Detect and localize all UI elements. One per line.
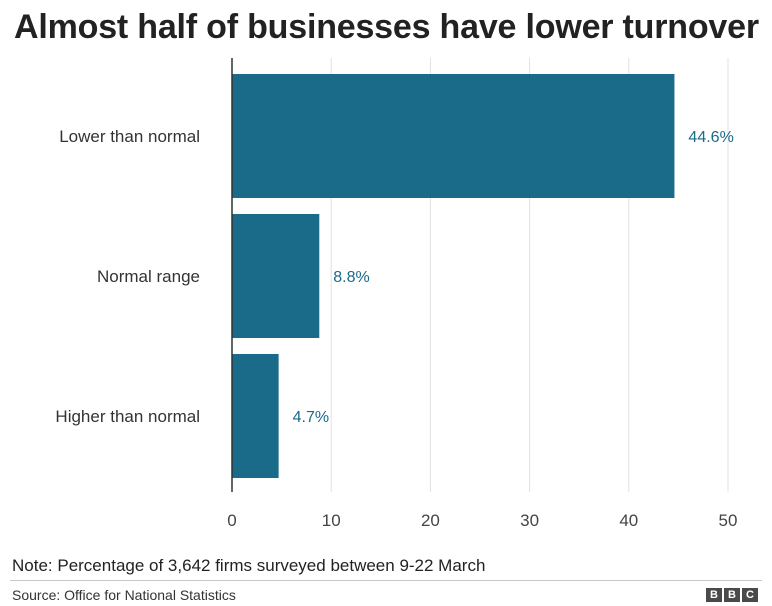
value-label: 44.6% [688, 129, 733, 146]
logo-letter: C [742, 588, 758, 602]
value-label: 4.7% [293, 409, 329, 426]
chart-source: Source: Office for National Statistics [12, 587, 236, 603]
chart-title: Almost half of businesses have lower tur… [14, 8, 759, 46]
x-tick-label: 40 [619, 511, 638, 530]
chart-note: Note: Percentage of 3,642 firms surveyed… [12, 556, 486, 575]
x-tick-label: 0 [227, 511, 236, 530]
category-label: Higher than normal [55, 407, 200, 426]
bbc-logo: B B C [706, 588, 758, 602]
bar [232, 354, 279, 478]
x-tick-label: 50 [719, 511, 738, 530]
bar [232, 74, 675, 198]
logo-letter: B [706, 588, 722, 602]
bar-chart: 0 10 20 30 40 50 Lower than normal 44.6% Normal … [55, 58, 738, 530]
x-tick-label: 30 [520, 511, 539, 530]
category-label: Lower than normal [59, 127, 200, 146]
footer-divider [10, 580, 762, 581]
x-tick-label: 20 [421, 511, 440, 530]
logo-letter: B [724, 588, 740, 602]
x-tick-label: 10 [322, 511, 341, 530]
bar [232, 214, 320, 338]
value-label: 8.8% [333, 269, 369, 286]
category-label: Normal range [97, 267, 200, 286]
